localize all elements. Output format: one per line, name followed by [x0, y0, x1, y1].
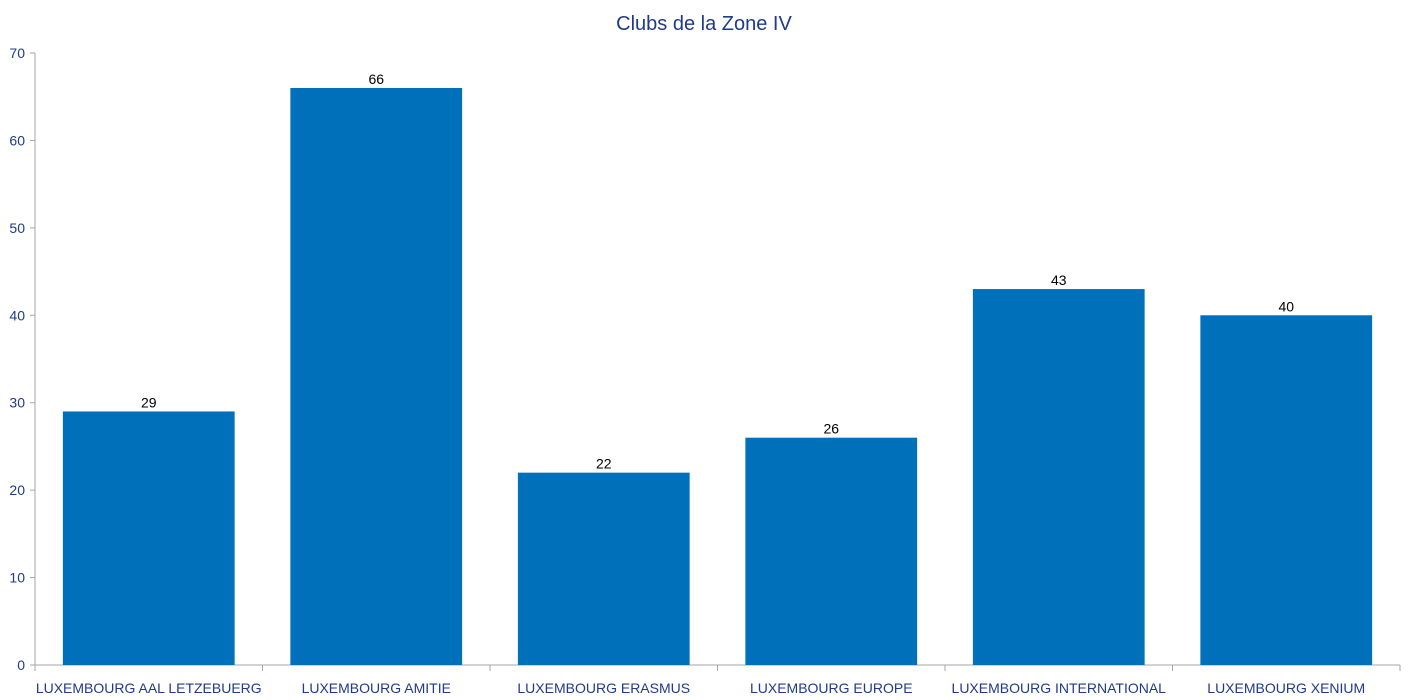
- bars: [62, 87, 1373, 665]
- x-tick-label: LUXEMBOURG AMITIE: [302, 680, 451, 696]
- data-label: 43: [1051, 272, 1067, 288]
- chart-title: Clubs de la Zone IV: [616, 13, 792, 35]
- bar: [972, 289, 1145, 665]
- bar: [1200, 315, 1373, 665]
- data-labels: 29 66 22 26 43 40: [141, 71, 1294, 472]
- x-tick-label: LUXEMBOURG XENIUM: [1207, 680, 1365, 696]
- data-label: 66: [368, 71, 384, 87]
- y-axis: 0 10 20 30 40 50 60 70: [9, 45, 36, 673]
- data-label: 26: [823, 421, 839, 437]
- y-tick-label: 0: [17, 657, 25, 673]
- y-tick-label: 20: [9, 482, 25, 498]
- y-tick-label: 40: [9, 307, 25, 323]
- x-tick-label: LUXEMBOURG ERASMUS: [517, 680, 690, 696]
- bar: [62, 411, 235, 665]
- bar: [517, 472, 690, 665]
- x-tick-label: LUXEMBOURG AAL LETZEBUERG: [36, 680, 262, 696]
- y-tick-label: 70: [9, 45, 25, 61]
- data-label: 22: [596, 456, 612, 472]
- y-tick-label: 60: [9, 132, 25, 148]
- x-tick-label: LUXEMBOURG INTERNATIONAL: [952, 680, 1167, 696]
- y-tick-label: 30: [9, 395, 25, 411]
- y-tick-label: 10: [9, 570, 25, 586]
- bar: [745, 437, 918, 665]
- data-label: 40: [1278, 298, 1294, 314]
- data-label: 29: [141, 394, 157, 410]
- bar: [290, 87, 463, 665]
- x-tick-label: LUXEMBOURG EUROPE: [750, 680, 913, 696]
- y-tick-label: 50: [9, 220, 25, 236]
- x-axis: LUXEMBOURG AAL LETZEBUERG LUXEMBOURG AMIT…: [34, 664, 1401, 696]
